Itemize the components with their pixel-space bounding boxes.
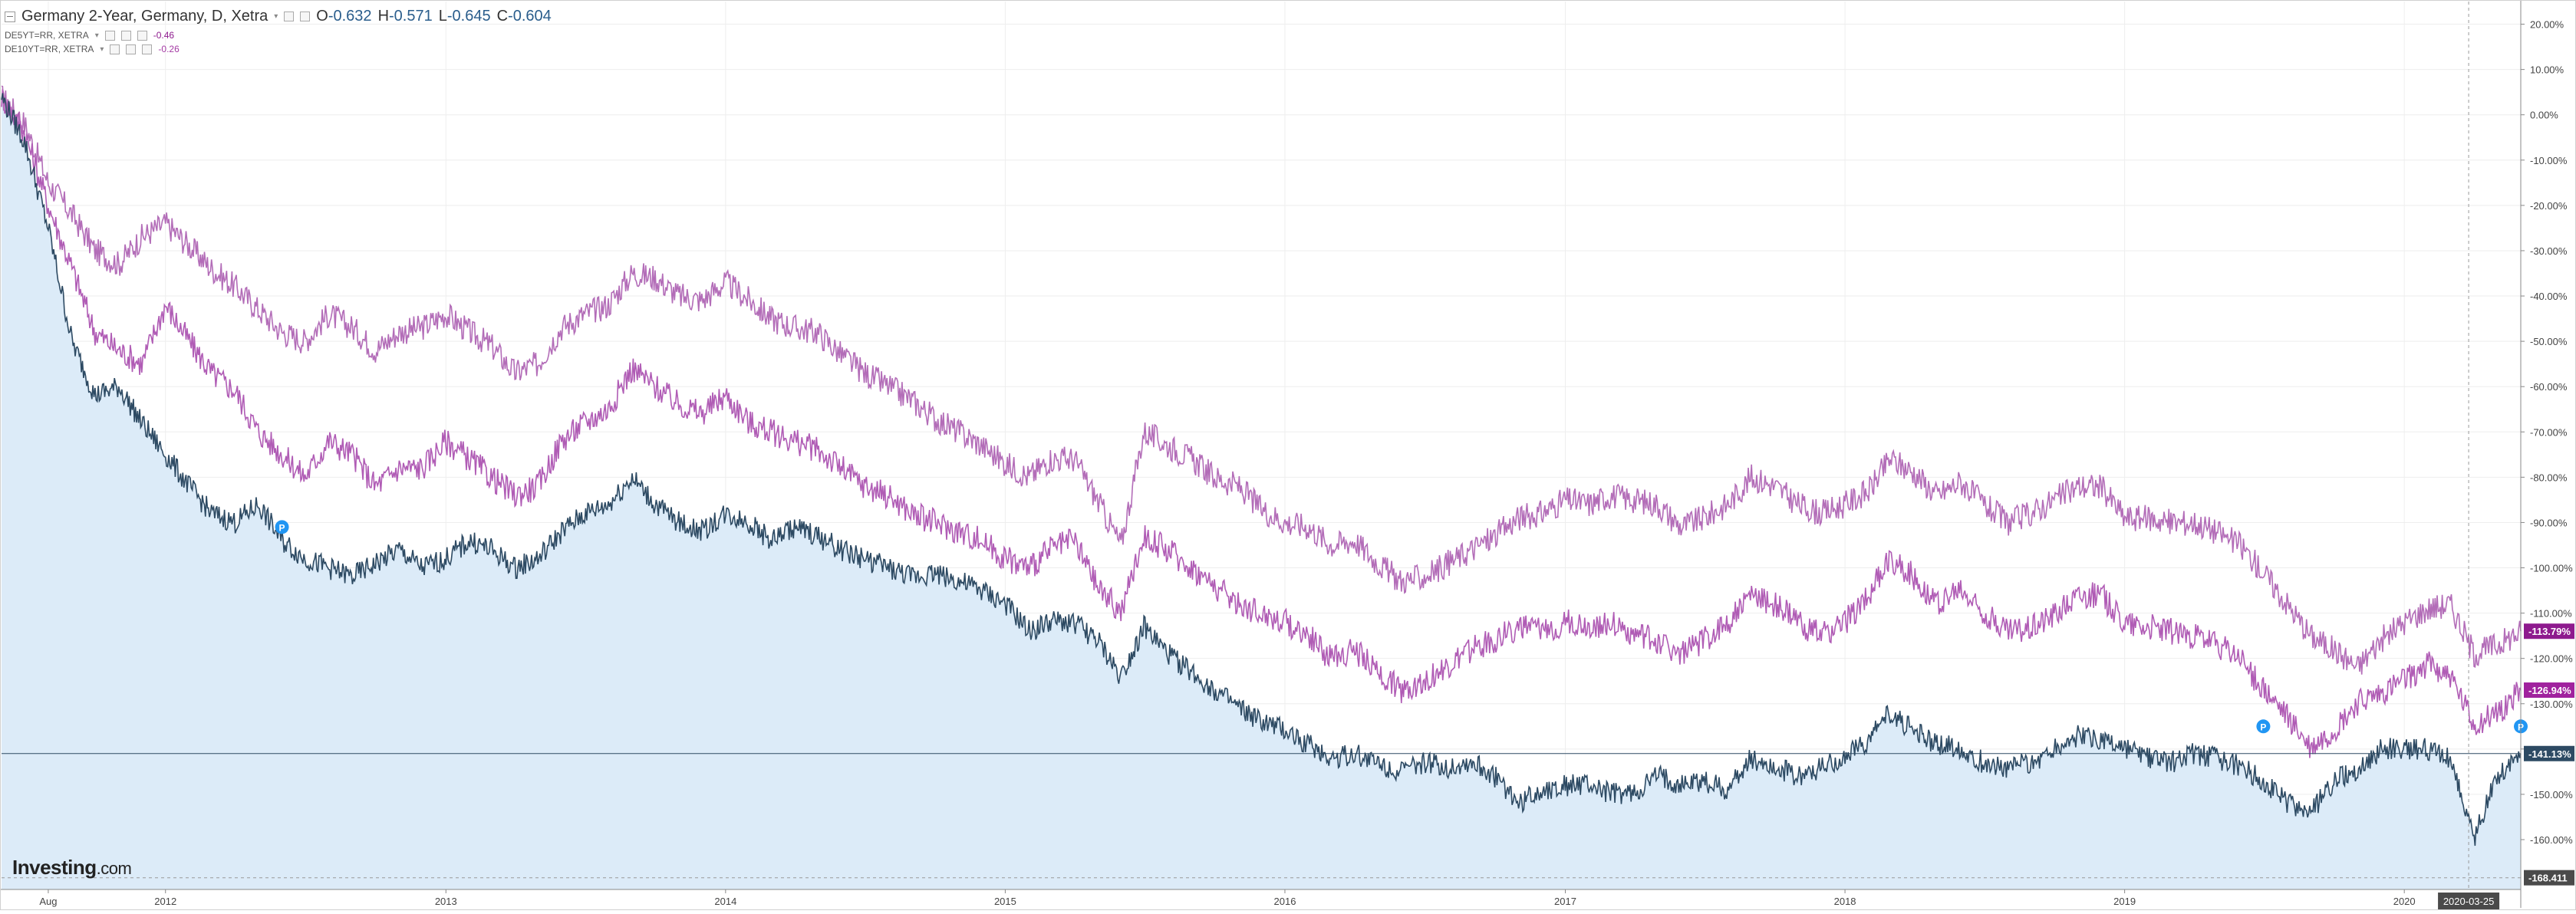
chevron-down-icon[interactable]: ▾ xyxy=(274,12,278,21)
y-tick-label: -70.00% xyxy=(2530,426,2568,438)
investing-logo: Investing.com xyxy=(12,856,132,879)
price-tag-de5y: -126.94% xyxy=(2524,682,2574,699)
event-marker-dot xyxy=(275,520,289,534)
x-tick-label: Aug xyxy=(39,896,57,907)
x-tick-label: 2014 xyxy=(714,896,736,907)
y-tick-label: -160.00% xyxy=(2530,834,2573,846)
compare-symbol-de5y[interactable]: DE5YT=RR, XETRA xyxy=(5,30,89,41)
x-tick-label: 2012 xyxy=(154,896,176,907)
x-tick-label: 2016 xyxy=(1274,896,1296,907)
price-tag-de5y-text: -126.94% xyxy=(2528,685,2571,696)
x-tick-label: 2020 xyxy=(2393,896,2416,907)
event-marker-dot xyxy=(2256,719,2271,734)
compare-value-de10y: -0.26 xyxy=(158,44,180,54)
series-line-de5y xyxy=(1,89,2522,758)
event-marker: P xyxy=(275,520,289,534)
settings-icon[interactable] xyxy=(120,30,131,41)
close-icon[interactable] xyxy=(137,30,147,41)
y-tick-label: -40.00% xyxy=(2530,291,2568,302)
settings-icon[interactable] xyxy=(284,12,295,21)
price-tag-germany-2y: -141.13% xyxy=(2524,745,2574,761)
x-tick-label: 2017 xyxy=(1554,896,1576,907)
y-tick-label: 0.00% xyxy=(2530,110,2558,121)
area-fill xyxy=(2,93,2521,889)
legend-main-row: Germany 2-Year, Germany, D, Xetra ▾ O-0.… xyxy=(5,8,552,25)
x-tick-label: 2018 xyxy=(1834,896,1856,907)
series-line-germany-2y xyxy=(1,93,2522,847)
y-tick-label: -50.00% xyxy=(2530,336,2568,347)
y-tick-label: -100.00% xyxy=(2530,563,2573,574)
chevron-down-icon[interactable]: ▾ xyxy=(100,44,104,54)
y-tick-label: 20.00% xyxy=(2530,19,2564,31)
y-tick-label: -120.00% xyxy=(2530,653,2573,665)
crosshair-value-tag-text: -168.411 xyxy=(2528,873,2568,884)
y-tick-label: 10.00% xyxy=(2530,64,2564,76)
event-marker: P xyxy=(2256,719,2271,734)
settings-icon[interactable] xyxy=(126,44,137,54)
y-tick-label: -60.00% xyxy=(2530,381,2568,393)
chevron-down-icon[interactable]: ▾ xyxy=(94,31,99,40)
crosshair-date-text: 2020-03-25 xyxy=(2443,896,2495,907)
area-fill-germany-2y xyxy=(2,93,2521,889)
y-tick-label: -80.00% xyxy=(2530,472,2568,483)
y-tick-label: -30.00% xyxy=(2530,245,2568,257)
legend-compare-row-de5y: DE5YT=RR, XETRA ▾ -0.46 xyxy=(5,30,552,41)
ohlc-open: O-0.632 xyxy=(316,8,372,25)
crosshair-date-tag: 2020-03-25 xyxy=(2438,893,2500,909)
crosshair-value-tag: -168.411 xyxy=(2524,870,2574,886)
y-tick-label: -10.00% xyxy=(2530,155,2568,166)
price-tag-de5y-bg xyxy=(2524,682,2574,699)
y-tick-label: -110.00% xyxy=(2530,608,2572,620)
compare-value-de5y: -0.46 xyxy=(153,30,175,41)
event-marker-label: P xyxy=(2260,722,2266,732)
x-tick-label: 2013 xyxy=(435,896,457,907)
price-tag-de10y-text: -113.79% xyxy=(2528,626,2571,637)
price-tag-germany-2y-bg xyxy=(2524,745,2574,761)
series-line-de10y xyxy=(1,85,2522,675)
legend-compare-row-de10y: DE10YT=RR, XETRA ▾ -0.26 xyxy=(5,44,552,54)
series-lines xyxy=(1,85,2522,847)
y-tick-label: -150.00% xyxy=(2530,789,2573,801)
chart-legend: Germany 2-Year, Germany, D, Xetra ▾ O-0.… xyxy=(5,8,552,54)
x-tick-label: 2019 xyxy=(2113,896,2136,907)
x-tick-label: 2015 xyxy=(994,896,1016,907)
price-tag-germany-2y-text: -141.13% xyxy=(2528,748,2571,760)
y-tick-label: -90.00% xyxy=(2530,517,2568,528)
event-marker-label: P xyxy=(279,522,285,533)
collapse-legend-icon[interactable] xyxy=(5,11,15,22)
y-tick-label: -20.00% xyxy=(2530,200,2568,212)
ohlc-low: L-0.645 xyxy=(438,8,491,25)
ohlc-high: H-0.571 xyxy=(377,8,433,25)
y-tick-label: -130.00% xyxy=(2530,699,2573,710)
eye-icon[interactable] xyxy=(104,30,115,41)
compare-symbol-de10y[interactable]: DE10YT=RR, XETRA xyxy=(5,44,94,54)
price-tag-de10y-bg xyxy=(2524,623,2574,639)
price-tag-de10y: -113.79% xyxy=(2524,623,2574,639)
close-icon[interactable] xyxy=(300,12,311,21)
crosshair-date-bg xyxy=(2438,893,2500,909)
eye-icon[interactable] xyxy=(110,44,120,54)
ohlc-close: C-0.604 xyxy=(496,8,552,25)
chart-title: Germany 2-Year, Germany, D, Xetra xyxy=(21,8,268,25)
close-icon[interactable] xyxy=(142,44,153,54)
crosshair-value-tag-bg xyxy=(2524,870,2574,886)
